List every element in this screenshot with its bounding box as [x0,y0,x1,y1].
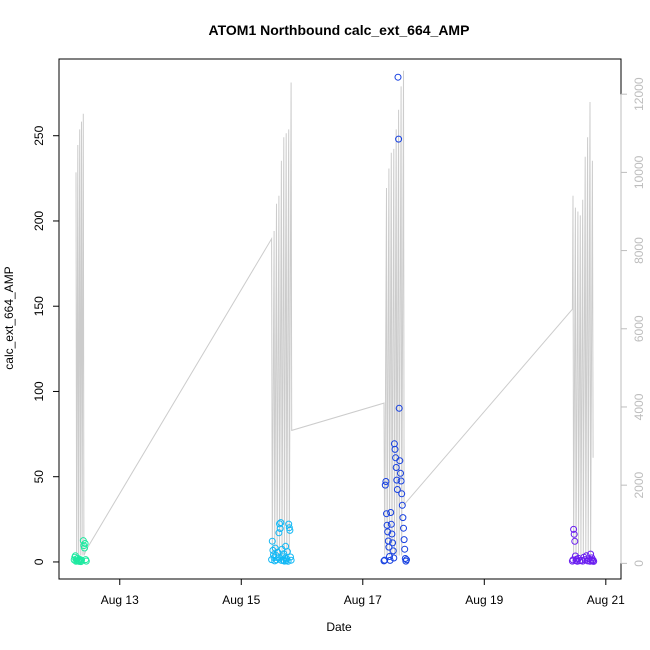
scatter-point [570,530,578,538]
x-tick-label: Aug 19 [465,593,503,607]
scatter-point [396,457,404,465]
line-series-layer [75,70,594,556]
scatter-point [590,557,598,565]
x-tick-label: Aug 17 [344,593,382,607]
scatter-point [388,530,396,538]
scatter-point [384,528,392,536]
scatter-point [586,557,594,565]
scatter-point [401,545,409,553]
scatter-point [81,540,89,547]
scatter-point [268,537,276,545]
scatter-point [286,526,294,534]
scatter-point [82,557,90,565]
plot-area [58,58,622,580]
chart-title: ATOM1 Northbound calc_ext_664_AMP [209,22,470,38]
scatter-point [394,73,402,81]
scatter-point [273,556,280,564]
x-tick-label: Aug 13 [101,593,139,607]
scatter-point [383,510,390,518]
scatter-point [398,501,406,509]
scatter-point [389,539,397,547]
scatter-point [386,556,394,564]
y2-tick-label: 2000 [632,471,646,498]
scatter-point [399,514,407,522]
scatter-point [395,135,403,143]
y-axis-right: 0 2000 4000 6000 8000 10000 12000 [620,77,646,567]
y2-tick-label: 6000 [632,315,646,342]
y-tick-label: 150 [32,296,46,316]
y2-tick-label: 12000 [632,77,646,111]
scatter-point [392,454,400,462]
y-tick-label: 200 [32,211,46,231]
scatter-point [391,445,399,453]
y-tick-label: 100 [32,381,46,401]
scatter-point [381,556,389,564]
scatter-point [398,490,406,498]
scatter-point [276,520,283,528]
scatter-point [285,524,293,532]
scatter-point [393,476,401,484]
x-tick-label: Aug 15 [222,593,260,607]
scatter-point [285,520,293,528]
y-tick-label: 250 [32,125,46,145]
scatter-point [78,556,85,564]
scatter-point [386,553,393,560]
y-axis-left: 0 50 100 150 200 250 [32,125,60,565]
scatter-point [287,556,295,564]
y2-tick-label: 10000 [632,155,646,189]
y-tick-label: 0 [32,558,46,565]
scatter-point [269,546,277,554]
scatter-point [382,478,390,485]
scatter-point [397,477,405,485]
scatter-point [571,537,579,545]
scatter-point [390,554,398,562]
y2-tick-label: 0 [632,560,646,567]
scatter-point [400,524,407,532]
scatter-point [385,543,393,551]
scatter-point [81,544,88,552]
scatter-point [383,521,391,529]
y2-tick-label: 4000 [632,393,646,420]
scatter-point [397,469,404,477]
scatter-layer [70,73,598,566]
scatter-point [395,404,403,412]
scatter-point [570,525,578,533]
x-axis: Aug 13 Aug 15 Aug 17 Aug 19 Aug 21 [101,578,625,607]
scatter-point [275,529,283,537]
scatter-point [277,519,285,527]
y-axis-label: calc_ext_664_AMP [2,266,16,369]
scatter-point [392,464,400,471]
scatter-point [381,481,389,489]
line-series [75,70,594,556]
y-tick-label: 50 [32,470,46,484]
scatter-point [400,536,408,544]
y2-tick-label: 8000 [632,237,646,264]
scatter-point [403,556,410,564]
scatter-point [283,548,291,556]
scatter-point [280,550,288,558]
x-tick-label: Aug 21 [587,593,625,607]
scatter-point [287,553,294,561]
x-axis-label: Date [326,620,352,634]
scatter-point [393,486,401,493]
scatter-point [389,547,397,555]
scatter-point [387,520,395,528]
scatter-point [401,555,409,562]
scatter-point [387,509,395,516]
